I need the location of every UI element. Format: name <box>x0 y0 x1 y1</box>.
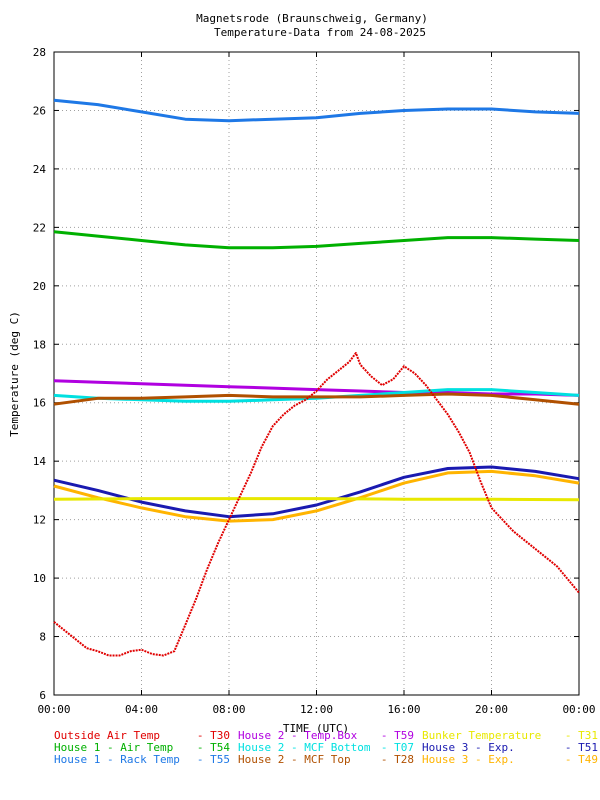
series-line-t49 <box>53 469 580 523</box>
legend-code-t51: - T51 <box>565 741 598 754</box>
legend-code-t59: - T59 <box>381 729 414 742</box>
legend-code-t54: - T54 <box>197 741 230 754</box>
y-tick-label: 16 <box>33 397 46 410</box>
y-tick-label: 6 <box>39 689 46 702</box>
grid-lines <box>54 52 579 695</box>
legend-code-t55: - T55 <box>197 753 230 766</box>
y-tick-label: 12 <box>33 514 46 527</box>
x-tick-label: 12:00 <box>300 703 333 716</box>
series-line-t28 <box>53 392 580 406</box>
x-axis-label: TIME (UTC) <box>283 722 349 735</box>
legend-name-t54: House 1 - Air Temp <box>54 741 173 754</box>
chart-title-line1: Magnetsrode (Braunschweig, Germany) <box>196 12 428 25</box>
y-tick-label: 18 <box>33 338 46 351</box>
legend-code-t49: - T49 <box>565 753 598 766</box>
series-line-t54 <box>53 230 580 250</box>
legend-name-t31: Bunker Temperature <box>422 729 541 742</box>
x-tick-label: 16:00 <box>387 703 420 716</box>
legend-name-t28: House 2 - MCF Top <box>238 753 351 766</box>
legend-name-t07: House 2 - MCF Bottom <box>238 741 371 754</box>
legend-name-t51: House 3 - Exp. <box>422 741 515 754</box>
legend-name-t30: Outside Air Temp <box>54 729 160 742</box>
series-layer <box>53 98 580 657</box>
x-tick-label: 20:00 <box>475 703 508 716</box>
legend-name-t55: House 1 - Rack Temp <box>54 753 180 766</box>
legend-code-t28: - T28 <box>381 753 414 766</box>
y-tick-label: 28 <box>33 46 46 59</box>
x-tick-label: 08:00 <box>212 703 245 716</box>
axes: 00:00 04:00 08:00 12:00 16:00 20:00 00:0068101… <box>33 46 596 716</box>
series-line-t30 <box>53 352 580 657</box>
y-tick-label: 8 <box>39 631 46 644</box>
y-tick-label: 22 <box>33 221 46 234</box>
legend-code-t30: - T30 <box>197 729 230 742</box>
legend-code-t31: - T31 <box>565 729 598 742</box>
legend: Outside Air Temp - T30 House 2 - Temp.Box -… <box>54 729 598 766</box>
y-axis-label: Temperature (deg C) <box>8 311 21 437</box>
y-tick-label: 10 <box>33 572 46 585</box>
series-line-t51 <box>53 465 580 519</box>
y-tick-label: 24 <box>33 163 47 176</box>
legend-name-t59: House 2 - Temp.Box <box>238 729 358 742</box>
legend-code-t07: - T07 <box>381 741 414 754</box>
series-line-t55 <box>53 98 580 123</box>
chart-title-line2: Temperature-Data from 24-08-2025 <box>214 26 426 39</box>
y-tick-label: 20 <box>33 280 46 293</box>
x-tick-label: 00:00 <box>37 703 70 716</box>
legend-name-t49: House 3 - Exp. <box>422 753 515 766</box>
x-tick-label: 00:00 <box>562 703 595 716</box>
x-tick-label: 04:00 <box>125 703 158 716</box>
y-tick-label: 26 <box>33 104 46 117</box>
y-tick-label: 14 <box>33 455 47 468</box>
series-line-t59 <box>53 379 580 397</box>
series-line-t31 <box>53 497 580 502</box>
